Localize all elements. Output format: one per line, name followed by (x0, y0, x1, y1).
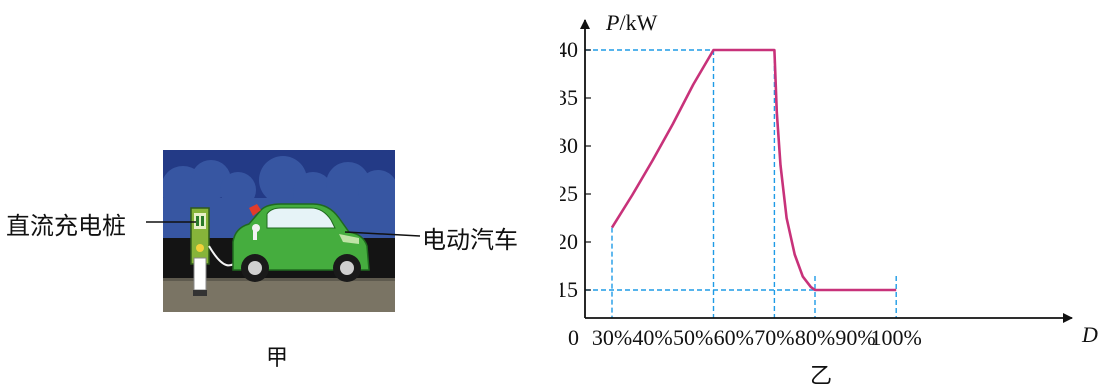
pile-label: 直流充电桩 (6, 212, 126, 240)
x-tick-label: 70% (754, 325, 794, 350)
guide-lines (585, 49, 897, 318)
y-tick-label: 40 (560, 37, 578, 62)
caption-a: 甲 (266, 346, 289, 371)
origin-label: 0 (568, 325, 579, 350)
charging-scene-image (161, 150, 398, 312)
y-tick-label: 35 (560, 85, 578, 110)
power-vs-soc-chart: 15 20 25 30 35 40 30% 40% 50% 60% 70% 80% 90%100% P/… (560, 10, 1098, 350)
y-tick-label: 30 (560, 133, 578, 158)
electric-car-graphic (232, 203, 370, 282)
y-axis-title: P/kW (605, 10, 658, 35)
y-tick-label: 20 (560, 229, 578, 254)
leader-lines (146, 221, 421, 237)
x-tick-label: 100% (871, 325, 922, 350)
x-tick-label: 30% (592, 325, 632, 350)
y-tick-label: 25 (560, 181, 578, 206)
power-curve (610, 48, 897, 292)
x-tick-label: 90% (835, 325, 875, 350)
car-label: 电动汽车 (422, 226, 518, 254)
x-tick-label: 60% (714, 325, 754, 350)
x-tick-label: 80% (795, 325, 835, 350)
y-tick-label: 15 (560, 277, 578, 302)
x-tick-label: 50% (673, 325, 713, 350)
x-tick-label: 40% (632, 325, 672, 350)
caption-b: 乙 (810, 364, 833, 389)
x-axis-title: D (1081, 322, 1098, 347)
